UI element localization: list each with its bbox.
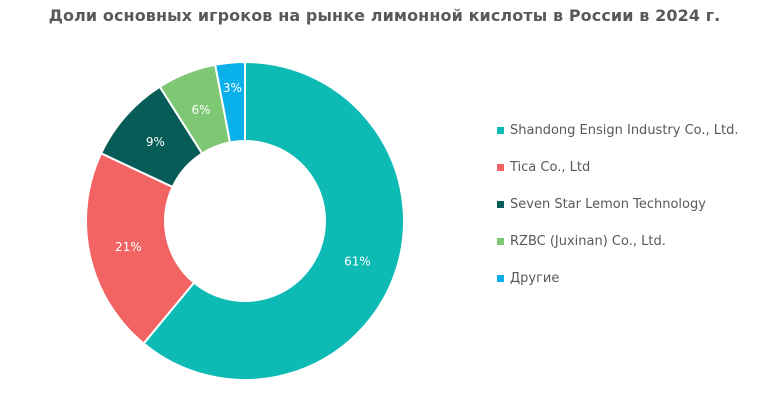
donut-slice[interactable] (85, 151, 196, 345)
legend-item-rzbc[interactable]: RZBC (Juxinan) Co., Ltd. (497, 232, 739, 250)
donut-slices (85, 60, 405, 381)
slice-value-label: 9% (146, 135, 165, 149)
slice-value-label: 6% (191, 103, 210, 117)
legend-label: Shandong Ensign Industry Co., Ltd. (510, 122, 739, 138)
legend-swatch-icon (497, 200, 504, 208)
legend-swatch-icon (497, 237, 504, 245)
legend-item-shandong[interactable]: Shandong Ensign Industry Co., Ltd. (497, 121, 739, 139)
slice-value-label: 61% (344, 254, 371, 268)
legend: Shandong Ensign Industry Co., Ltd. Tica … (497, 121, 739, 306)
legend-item-seven-star[interactable]: Seven Star Lemon Technology (497, 195, 739, 213)
chart-title: Доли основных игроков на рынке лимонной … (48, 6, 721, 25)
legend-label: Seven Star Lemon Technology (510, 196, 706, 212)
slice-value-label: 3% (223, 81, 242, 95)
legend-item-tica[interactable]: Tica Co., Ltd (497, 158, 739, 176)
legend-label: RZBC (Juxinan) Co., Ltd. (510, 233, 666, 249)
donut-slice[interactable] (142, 60, 405, 381)
donut-slice[interactable] (214, 60, 246, 144)
slice-value-label: 21% (115, 240, 142, 254)
legend-label: Tica Co., Ltd (510, 159, 591, 175)
legend-item-other[interactable]: Другие (497, 269, 739, 287)
legend-swatch-icon (497, 274, 504, 282)
slice-labels: 61% 21% 9% 6% 3% (115, 81, 371, 268)
legend-label: Другие (510, 270, 560, 286)
legend-swatch-icon (497, 163, 504, 171)
legend-swatch-icon (497, 126, 504, 134)
